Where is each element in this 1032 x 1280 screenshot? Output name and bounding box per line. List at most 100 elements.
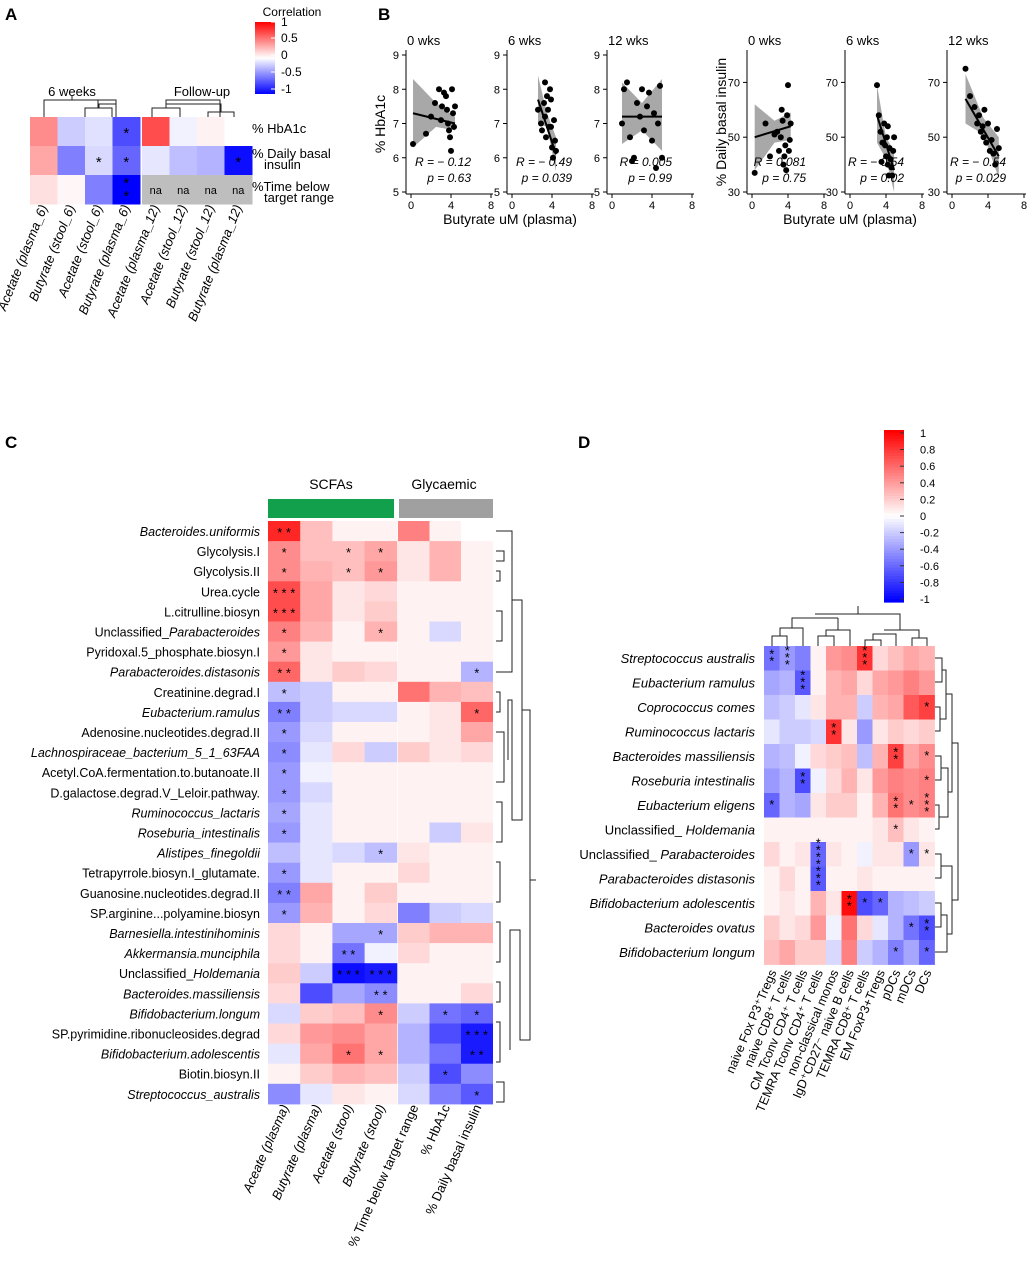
heatmap-d-cell bbox=[919, 866, 935, 892]
heatmap-c-cell bbox=[300, 963, 333, 984]
heatmap-a-row-label: % HbA1c bbox=[252, 121, 307, 136]
heatmap-d-cell bbox=[810, 915, 827, 941]
dendrogram-c-branch bbox=[496, 570, 501, 582]
dendrogram-c-branch bbox=[496, 981, 501, 1003]
heatmap-c-cell bbox=[268, 842, 301, 864]
heatmap-c-cell bbox=[364, 822, 398, 844]
heatmap-c-row-label: Bacteroides.massiliensis bbox=[123, 987, 260, 1001]
heatmap-c-cell bbox=[300, 601, 333, 622]
legend-d-colorbar-segment bbox=[884, 576, 904, 580]
heatmap-d-star: * bbox=[769, 797, 774, 812]
heatmap-d-star: * bbox=[909, 797, 914, 812]
heatmap-c-star: * bbox=[378, 1007, 383, 1022]
heatmap-c-star: * bbox=[378, 626, 383, 641]
heatmap-d-cell bbox=[841, 744, 858, 769]
heatmap-c-cell bbox=[268, 621, 301, 643]
data-point bbox=[539, 127, 545, 134]
legend-d-colorbar-segment bbox=[884, 481, 904, 486]
heatmap-c-cell bbox=[364, 762, 398, 783]
data-point bbox=[785, 147, 792, 154]
panel-label-d: D bbox=[578, 433, 590, 452]
heatmap-c-cell bbox=[429, 601, 462, 622]
scatter-panel-1: 0 4 8 5 6 7 8 9 0 wks R = − 0.12 p = 0.63 bbox=[393, 33, 494, 212]
x-tick-label: 4 bbox=[985, 200, 991, 212]
heatmap-d-star: * bbox=[816, 857, 821, 872]
heatmap-c-star: * bbox=[474, 1088, 479, 1103]
legend-d-colorbar-segment bbox=[884, 430, 904, 434]
panel-c-heatmap: SCFAs Glycaemic * * * * * * * * * * * * * * * * * * * *… bbox=[31, 476, 536, 1249]
heatmap-c-cell bbox=[300, 943, 333, 964]
heatmap-c-cell bbox=[364, 701, 398, 723]
heatmap-d-star: * bbox=[816, 850, 821, 865]
legend-d-tick-label: 1 bbox=[920, 428, 926, 440]
heatmap-c-row-label: SP.pyrimidine.ribonucleosides.degrad bbox=[52, 1028, 260, 1042]
heatmap-d-cell bbox=[872, 646, 889, 671]
heatmap-c-cell bbox=[398, 541, 430, 562]
heatmap-d-cell bbox=[841, 768, 858, 794]
heatmap-d-cell bbox=[872, 866, 889, 892]
legend-d-colorbar-segment bbox=[884, 447, 904, 451]
heatmap-c-cell bbox=[332, 943, 366, 964]
heatmap-c-cell bbox=[461, 621, 493, 643]
data-point bbox=[445, 120, 451, 127]
heatmap-c-star: * * bbox=[277, 666, 291, 681]
heatmap-c-cell bbox=[364, 983, 398, 1004]
heatmap-d-cell bbox=[872, 695, 889, 720]
heatmap-c-row-label: Roseburia_intestinalis bbox=[138, 827, 260, 841]
heatmap-c-row-label-italic: Parabacteroides bbox=[169, 626, 260, 640]
heatmap-d-cell bbox=[841, 891, 858, 916]
stat-p: p = 0.99 bbox=[627, 171, 672, 185]
data-point bbox=[751, 169, 758, 176]
x-tick-label: 8 bbox=[689, 200, 695, 212]
heatmap-d-cell bbox=[919, 940, 935, 965]
heatmap-d-cell bbox=[795, 891, 811, 916]
heatmap-c-column-label: % HbA1c bbox=[417, 1102, 453, 1158]
heatmap-d-row-label-italic: Parabacteroides bbox=[660, 847, 755, 862]
heatmap-d-cell bbox=[779, 768, 796, 794]
heatmap-c-cell bbox=[461, 581, 493, 602]
heatmap-d-cell bbox=[841, 719, 858, 745]
heatmap-c-cell bbox=[332, 541, 366, 562]
dendrogram-c-branch bbox=[496, 801, 503, 843]
y-tick-label: 8 bbox=[393, 84, 399, 96]
heatmap-c-row-label-text: Roseburia_intestinalis bbox=[138, 827, 260, 841]
dendrogram-a-branch bbox=[207, 111, 235, 117]
heatmap-d-cell bbox=[810, 891, 827, 916]
heatmap-d-cell bbox=[795, 793, 811, 818]
scatter-panel-3: 0 4 8 5 6 7 8 9 12 wks R = 0.005 p = 0.99 bbox=[594, 33, 695, 212]
heatmap-c-cell bbox=[364, 943, 398, 964]
data-point bbox=[990, 150, 997, 157]
heatmap-c-cell bbox=[332, 601, 366, 622]
heatmap-c-cell bbox=[398, 601, 430, 622]
legend-d-colorbar-segment bbox=[884, 438, 904, 443]
heatmap-d-cell bbox=[857, 866, 873, 892]
heatmap-c-cell bbox=[268, 1043, 301, 1065]
heatmap-d-cell bbox=[826, 842, 842, 867]
heatmap-d-star: * bbox=[893, 752, 898, 767]
heatmap-d-row-label-text: Bifidobacterium adolescentis bbox=[590, 896, 756, 911]
heatmap-c-row-label-text: Bifidobacterium.longum bbox=[129, 1007, 260, 1021]
heatmap-d-row-label: Bifidobacterium longum bbox=[619, 945, 755, 960]
legend-d-colorbar-segment bbox=[884, 432, 904, 437]
heatmap-d-cell bbox=[841, 866, 858, 892]
heatmap-c-row-label-text: Lachnospiraceae_bacterium_5_1_63FAA bbox=[31, 746, 260, 760]
heatmap-c-row-label: Alistipes_finegoldii bbox=[156, 847, 261, 861]
heatmap-d-cell bbox=[857, 695, 873, 720]
heatmap-c-row-label-text: L.citrulline.biosyn bbox=[164, 605, 260, 619]
heatmap-c-star: * bbox=[443, 1007, 448, 1022]
legend-d-colorbar-segment bbox=[884, 513, 904, 517]
y-tick-label: 5 bbox=[393, 187, 399, 199]
heatmap-c-row-label-text: Tetrapyrrole.biosyn.I_glutamate. bbox=[82, 867, 260, 881]
heatmap-c-cell bbox=[429, 681, 462, 703]
heatmap-c-cell bbox=[429, 541, 462, 562]
heatmap-d-cell bbox=[919, 842, 935, 867]
data-point bbox=[882, 142, 889, 149]
legend-d-colorbar-segment bbox=[884, 475, 904, 480]
dendrogram-c-branch bbox=[496, 610, 503, 642]
heatmap-d-cell bbox=[857, 940, 873, 965]
heatmap-d-cell bbox=[888, 817, 904, 843]
legend-d-colorbar-segment bbox=[884, 533, 904, 537]
heatmap-c-cell bbox=[300, 541, 333, 562]
heatmap-c-cell bbox=[300, 782, 333, 803]
dendrogram-c-branch bbox=[496, 1021, 501, 1063]
